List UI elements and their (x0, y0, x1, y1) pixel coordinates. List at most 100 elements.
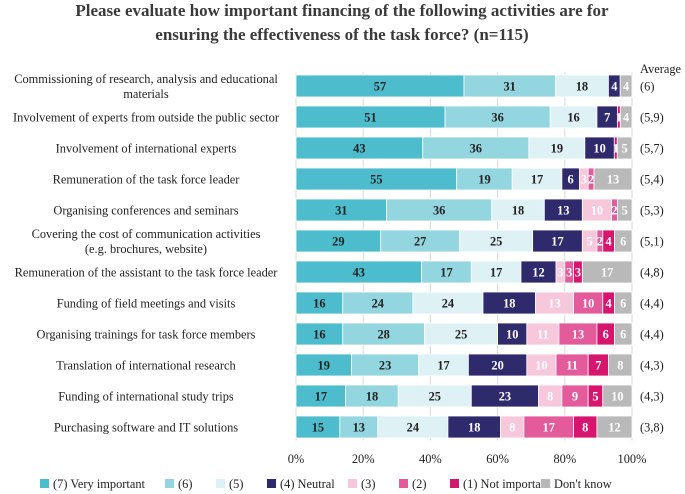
bar-value-label: 19 (318, 359, 330, 373)
average-value: (3,8) (640, 421, 664, 435)
category-label: Remuneration of the assistant to the tas… (15, 266, 279, 280)
category-label: Funding of international study trips (58, 390, 234, 404)
bar-segment (619, 105, 633, 129)
average-value: (5,3) (640, 204, 664, 218)
bar-segment (616, 136, 633, 160)
bar-value-label: 6 (603, 328, 609, 342)
bar-value-label: 28 (377, 328, 389, 342)
bar-value-label: 55 (370, 173, 382, 187)
average-value: (5,9) (640, 111, 664, 125)
bar-value-label: 18 (512, 204, 524, 218)
bar-value-label: 13 (607, 173, 619, 187)
category-label: Organising conferences and seminars (53, 204, 238, 218)
bar-value-label: 25 (429, 390, 441, 404)
bar-segment (608, 353, 633, 377)
bar-value-label: 8 (582, 421, 588, 435)
legend-label: (2) (412, 477, 426, 491)
bar-value-label: 36 (491, 111, 503, 125)
bar-segment (614, 229, 633, 253)
bar-segment (596, 415, 633, 439)
bar-value-label: 36 (470, 142, 482, 156)
chart-gridlines (295, 72, 633, 441)
average-value: (4,4) (640, 328, 664, 342)
bar-value-label: 6 (620, 297, 626, 311)
bar-value-label: 8 (617, 359, 623, 373)
legend-label: (1) Not important (463, 477, 551, 491)
bar-value-label: 10 (582, 297, 594, 311)
category-label: Remuneration of the task force leader (53, 173, 241, 187)
bar-value-label: 18 (576, 80, 588, 94)
bar-value-label: 4 (623, 80, 629, 94)
legend-label: Don't know (554, 477, 612, 491)
bar-segment (602, 384, 633, 408)
category-labels: Commissioning of research, analysis and … (13, 72, 280, 435)
bar-value-label: 5 (592, 390, 598, 404)
x-tick-label: 60% (486, 452, 509, 466)
bar-value-label: 19 (551, 142, 563, 156)
bar-value-label: 16 (313, 297, 325, 311)
bar-value-label: 13 (572, 328, 584, 342)
bar-value-label: 24 (442, 297, 454, 311)
bar-value-label: 17 (551, 235, 563, 249)
bar-value-label: 12 (532, 266, 544, 280)
x-tick-label: 0% (288, 452, 305, 466)
bar-value-label: 25 (455, 328, 467, 342)
bar-value-label: 11 (537, 328, 549, 342)
bar-value-label: 3 (581, 173, 587, 187)
bar-value-label: 17 (315, 390, 327, 404)
bar-value-label: 10 (611, 390, 623, 404)
chart-title-line: Please evaluate how important financing … (75, 1, 609, 20)
legend-swatch (541, 479, 550, 488)
category-label: materials (123, 87, 169, 101)
bar-value-label: 4 (623, 111, 629, 125)
bar-value-label: 2 (597, 235, 603, 249)
bar-value-label: 17 (437, 359, 449, 373)
bar-value-label: 6 (620, 235, 626, 249)
category-label: (e.g. brochures, website) (85, 242, 207, 256)
average-value: (5,7) (640, 142, 664, 156)
average-value: (6) (640, 80, 654, 94)
bar-value-label: 4 (611, 80, 617, 94)
chart-title-line: ensuring the effectiveness of the task f… (155, 25, 528, 44)
bar-value-label: 18 (468, 421, 480, 435)
average-labels: (6) (5,9) (5,7) (5,4) (5,3) (5,1) (4,8) (4,4) (4… (640, 80, 664, 435)
bar-value-label: 57 (374, 80, 386, 94)
bar-value-label: 6 (568, 173, 574, 187)
bar-value-label: 8 (547, 390, 553, 404)
category-label: Covering the cost of communication activ… (32, 227, 261, 241)
category-label: Commissioning of research, analysis and … (14, 72, 278, 86)
bar-value-label: 18 (503, 297, 515, 311)
bar-value-label: 9 (572, 390, 578, 404)
legend-label: (7) Very important (53, 477, 146, 491)
bar-value-label: 18 (366, 390, 378, 404)
chart-bars: 57 31 18 4 451 36 16 7 1 443 36 19 10 1 555 19 17 6 3 2 1331… (295, 74, 633, 439)
bar-segment (581, 260, 633, 284)
average-header: Average (640, 62, 682, 76)
legend-swatch (399, 479, 408, 488)
bar-value-label: 3 (557, 266, 563, 280)
bar-value-label: 17 (531, 173, 543, 187)
bar-value-label: 13 (557, 204, 569, 218)
x-tick-label: 100% (618, 452, 647, 466)
bar-value-label: 24 (407, 421, 419, 435)
bar-value-label: 15 (312, 421, 324, 435)
bar-value-label: 25 (490, 235, 502, 249)
bar-value-label: 31 (503, 80, 515, 94)
legend-label: (3) (361, 477, 375, 491)
bar-value-label: 5 (622, 142, 628, 156)
average-value: (4,3) (640, 359, 664, 373)
bar-value-label: 17 (601, 266, 613, 280)
bar-value-label: 4 (606, 297, 612, 311)
bar-value-label: 10 (506, 328, 518, 342)
legend-swatch (450, 479, 459, 488)
chart-legend: (7) Very important (6) (5) (4) Neutral (3) (2… (40, 477, 612, 491)
bar-value-label: 23 (499, 390, 511, 404)
bar-value-label: 17 (543, 421, 555, 435)
bar-segment (614, 322, 633, 346)
category-label: Funding of field meetings and visits (57, 297, 236, 311)
average-value: (4,3) (640, 390, 664, 404)
average-value: (5,4) (640, 173, 664, 187)
bar-value-label: 5 (622, 204, 628, 218)
bar-value-label: 3 (566, 266, 572, 280)
